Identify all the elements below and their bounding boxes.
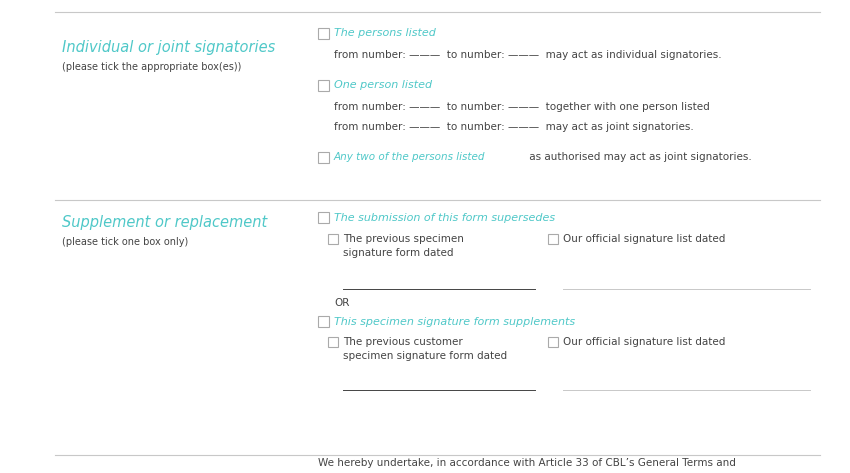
Text: specimen signature form dated: specimen signature form dated (343, 351, 507, 361)
Text: (please tick the appropriate box(es)): (please tick the appropriate box(es)) (62, 62, 241, 72)
Text: from number: ———  to number: ———  may act as joint signatories.: from number: ——— to number: ——— may act … (334, 122, 694, 132)
Text: as authorised may act as joint signatories.: as authorised may act as joint signatori… (526, 152, 751, 162)
Bar (318, 80, 329, 91)
Text: We hereby undertake, in accordance with Article 33 of CBL’s General Terms and: We hereby undertake, in accordance with … (318, 458, 736, 468)
Text: (please tick one box only): (please tick one box only) (62, 237, 188, 247)
Bar (328, 337, 338, 347)
Bar (318, 28, 329, 39)
Text: signature form dated: signature form dated (343, 248, 454, 258)
Text: Our official signature list dated: Our official signature list dated (563, 337, 725, 347)
Text: Supplement or replacement: Supplement or replacement (62, 215, 267, 230)
Bar (328, 234, 338, 244)
Text: Our official signature list dated: Our official signature list dated (563, 234, 725, 244)
Text: Any two of the persons listed: Any two of the persons listed (334, 152, 485, 162)
Bar (318, 316, 329, 327)
Text: from number: ———  to number: ———  may act as individual signatories.: from number: ——— to number: ——— may act … (334, 50, 722, 60)
Text: The persons listed: The persons listed (334, 28, 436, 38)
Text: Individual or joint signatories: Individual or joint signatories (62, 40, 275, 55)
Text: This specimen signature form supplements: This specimen signature form supplements (334, 317, 575, 327)
Text: One person listed: One person listed (334, 80, 432, 90)
Bar (548, 234, 558, 244)
Bar (548, 337, 558, 347)
Bar (318, 212, 329, 223)
Text: OR: OR (334, 298, 349, 308)
Text: The previous specimen: The previous specimen (343, 234, 464, 244)
Text: from number: ———  to number: ———  together with one person listed: from number: ——— to number: ——— together… (334, 102, 710, 112)
Text: The previous customer: The previous customer (343, 337, 462, 347)
Bar (318, 152, 329, 163)
Text: The submission of this form supersedes: The submission of this form supersedes (334, 213, 555, 223)
